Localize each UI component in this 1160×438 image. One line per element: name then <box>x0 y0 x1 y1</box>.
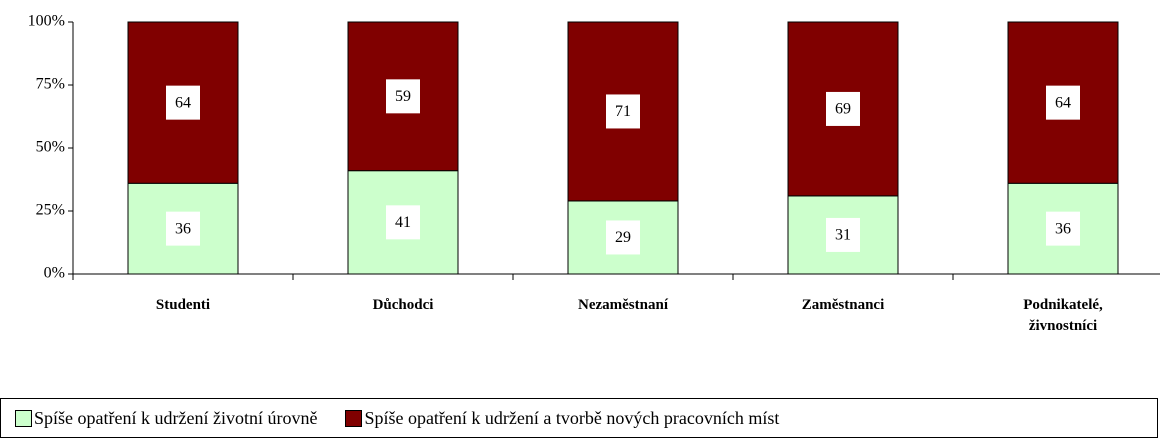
value-label-box <box>826 91 860 126</box>
value-label-box <box>386 79 420 114</box>
x-tick-label: Zaměstnanci <box>801 297 885 313</box>
value-label: 64 <box>1055 94 1071 111</box>
x-tick-label: Důchodci <box>372 297 434 313</box>
legend-item: Spíše opatření k udržení a tvorbě nových… <box>345 408 779 429</box>
x-tick-label: Studenti <box>155 297 211 313</box>
chart: 0% 25% 50% 75% 100% 36 64 41 59 29 71 31 69 36 64 <box>28 13 1160 282</box>
y-tick-label: 75% <box>36 76 65 93</box>
value-label: 69 <box>835 101 851 118</box>
value-label: 36 <box>1055 220 1071 237</box>
value-label: 41 <box>395 214 411 231</box>
y-tick-label: 0% <box>44 265 65 282</box>
bar-segment <box>787 21 899 197</box>
value-label-box <box>166 85 200 120</box>
x-tick-label: Nezaměstnaní <box>578 297 668 313</box>
legend-swatch <box>15 409 32 427</box>
legend-item: Spíše opatření k udržení životní úrovně <box>15 408 317 429</box>
legend-swatch <box>345 409 363 427</box>
y-tick-label: 25% <box>36 202 65 219</box>
value-label: 59 <box>395 88 411 105</box>
value-label-box <box>166 211 200 246</box>
value-label: 31 <box>835 227 851 244</box>
legend: Spíše opatření k udržení životní úrovně S… <box>0 398 1158 438</box>
y-tick-label: 100% <box>28 13 65 30</box>
legend-label: Spíše opatření k udržení životní úrovně <box>34 407 318 428</box>
value-label-box <box>606 220 640 255</box>
page: 0% 25% 50% 75% 100% 36 64 41 59 29 71 31 69 36 64 Stud… <box>0 12 1160 438</box>
value-label-box <box>1046 85 1080 120</box>
value-label: 71 <box>615 103 631 120</box>
x-tick-label: Podnikatelé, živnostníci <box>1023 297 1103 334</box>
value-label-box <box>386 205 420 240</box>
value-label-box <box>826 217 860 252</box>
value-label: 36 <box>175 220 191 237</box>
value-label-box <box>1046 211 1080 246</box>
value-label: 64 <box>175 94 191 111</box>
y-tick-label: 50% <box>36 139 65 156</box>
legend-label: Spíše opatření k udržení a tvorbě nových… <box>364 407 780 428</box>
value-label-box <box>606 94 640 129</box>
value-label: 29 <box>615 229 631 246</box>
